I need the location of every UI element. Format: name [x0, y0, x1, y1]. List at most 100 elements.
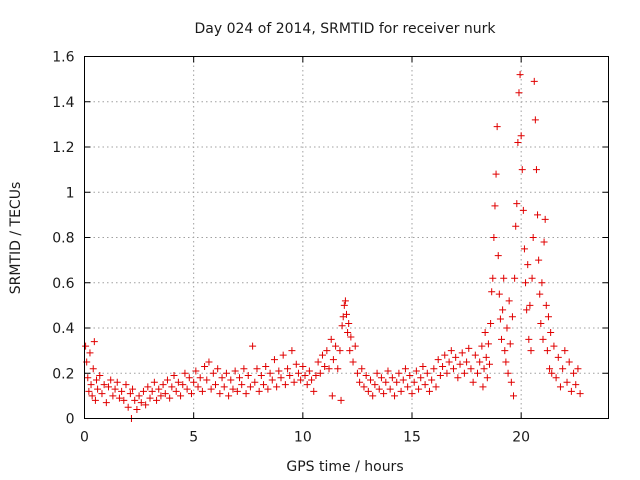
data-point: [220, 383, 228, 391]
data-point: [327, 335, 335, 343]
data-point: [406, 372, 414, 380]
data-point: [209, 369, 217, 377]
x-tick-label: 5: [189, 430, 198, 446]
data-point: [255, 387, 263, 395]
data-point: [337, 396, 345, 404]
data-point: [570, 369, 578, 377]
data-point: [505, 297, 513, 305]
data-point: [490, 234, 498, 241]
data-point: [544, 313, 552, 321]
chart-title: Day 024 of 2014, SRMTID for receiver nur…: [194, 21, 496, 37]
data-point: [399, 376, 407, 384]
data-point: [486, 360, 494, 368]
data-point: [113, 378, 121, 386]
data-point: [384, 367, 392, 375]
data-point: [93, 376, 101, 384]
data-point: [120, 396, 128, 404]
data-point: [321, 362, 329, 370]
data-point: [233, 387, 241, 395]
data-point: [397, 387, 405, 395]
data-point: [107, 376, 115, 384]
data-point: [360, 383, 368, 391]
data-point: [292, 360, 300, 368]
data-point: [346, 347, 354, 355]
data-point: [391, 392, 399, 400]
data-point: [439, 362, 447, 370]
y-tick-label: 0.6: [52, 276, 74, 292]
data-point: [177, 392, 185, 400]
data-point: [576, 390, 584, 398]
data-point: [456, 360, 464, 368]
data-point: [236, 374, 244, 382]
data-point: [501, 347, 509, 355]
data-point: [227, 376, 235, 384]
data-point: [142, 401, 150, 409]
data-point: [229, 385, 237, 393]
data-point: [153, 396, 161, 404]
data-point: [356, 378, 364, 386]
data-point: [493, 123, 501, 131]
data-point: [523, 306, 531, 314]
data-point: [94, 385, 102, 393]
data-point: [512, 222, 520, 230]
data-point: [109, 392, 117, 400]
data-point: [231, 367, 239, 375]
data-point: [349, 358, 357, 366]
data-point: [262, 362, 270, 370]
y-tick-label: 1.6: [52, 50, 74, 66]
data-point: [131, 396, 139, 404]
y-tick-label: 1.2: [52, 140, 74, 156]
x-axis-label: GPS time / hours: [286, 459, 403, 475]
data-point: [410, 378, 418, 386]
data-point: [516, 71, 524, 79]
data-point: [212, 381, 219, 389]
data-point: [157, 392, 165, 400]
data-point: [105, 383, 113, 391]
data-point: [434, 356, 442, 364]
data-point: [554, 353, 562, 361]
data-point: [483, 374, 491, 382]
data-point: [329, 356, 337, 364]
data-point: [559, 365, 567, 373]
data-point: [86, 349, 94, 357]
data-point: [318, 351, 326, 359]
data-point: [432, 383, 440, 391]
data-point: [340, 301, 348, 309]
data-point: [205, 358, 213, 366]
data-point: [286, 372, 294, 380]
data-point: [251, 378, 259, 386]
data-point: [264, 385, 272, 393]
data-point: [279, 351, 287, 359]
data-point: [369, 392, 377, 400]
data-point: [82, 342, 90, 350]
data-point: [492, 170, 500, 178]
data-point: [373, 369, 381, 377]
data-point: [129, 385, 137, 393]
data-point: [196, 374, 204, 382]
data-point: [522, 279, 530, 287]
data-point: [548, 369, 556, 377]
data-point: [249, 342, 257, 350]
data-point: [412, 367, 420, 375]
data-point: [487, 319, 495, 327]
data-point: [458, 349, 466, 357]
data-point: [454, 374, 462, 382]
data-point: [305, 367, 313, 375]
data-point: [436, 372, 444, 380]
data-point: [179, 381, 187, 389]
data-point: [401, 365, 409, 373]
data-point: [275, 367, 283, 375]
data-point: [467, 365, 475, 373]
data-point: [534, 211, 542, 219]
data-point: [556, 383, 564, 391]
y-tick-label: 0.2: [52, 366, 74, 382]
data-point: [238, 381, 246, 389]
data-point: [137, 399, 145, 407]
data-point: [312, 372, 320, 380]
data-point: [567, 387, 575, 395]
data-point: [281, 381, 289, 389]
data-point: [449, 365, 457, 373]
data-point: [443, 369, 451, 377]
data-point: [364, 387, 372, 395]
data-point: [96, 372, 104, 380]
